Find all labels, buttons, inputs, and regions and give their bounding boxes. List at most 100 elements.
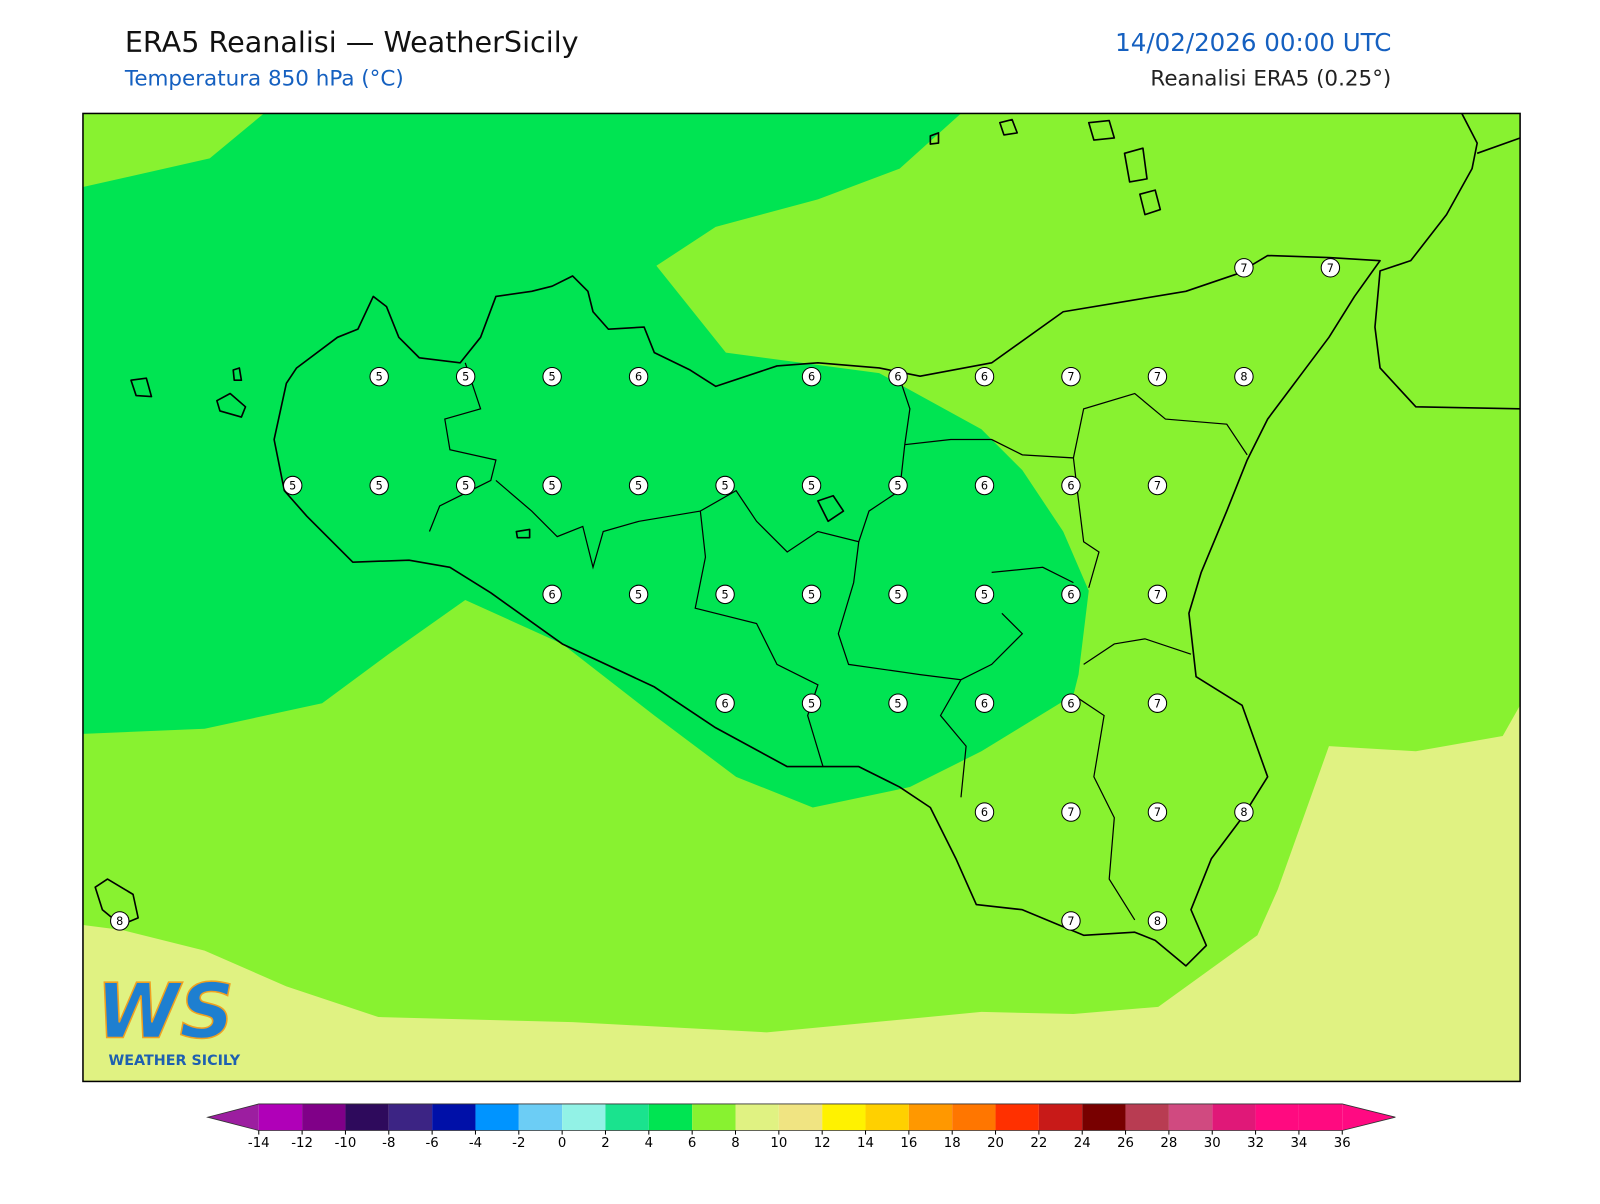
station-marker [369, 475, 389, 496]
station-value: 5 [549, 480, 556, 493]
station-value: 6 [808, 371, 815, 384]
station-marker [1061, 475, 1081, 496]
station-value: 8 [1154, 915, 1161, 928]
station-marker [1234, 258, 1254, 278]
station-marker [369, 366, 389, 387]
logo-caption: WEATHER SICILY [109, 1053, 241, 1069]
station-value: 5 [635, 588, 642, 601]
colorbar-under [207, 1103, 259, 1131]
station-marker [542, 366, 562, 387]
station-marker [974, 693, 995, 713]
logo: WS WEATHER SICILY [95, 967, 241, 1069]
station-value: 6 [721, 697, 728, 710]
colorbar-tick-label: 10 [770, 1136, 787, 1151]
station-value: 6 [981, 371, 988, 384]
colorbar-box [432, 1103, 476, 1131]
station-marker [110, 911, 130, 931]
station-marker [1061, 366, 1081, 387]
islands [94, 118, 1162, 926]
station-value: 5 [376, 480, 383, 493]
station-marker [1061, 584, 1081, 605]
colorbar-tick-label: 16 [900, 1136, 917, 1151]
station-value: 5 [549, 371, 556, 384]
station-marker [628, 584, 649, 605]
colorbar-tick-label: 12 [814, 1136, 831, 1151]
station-value: 5 [808, 697, 815, 710]
station-marker [888, 693, 908, 713]
station-value: 6 [981, 480, 988, 493]
colorbar-box [388, 1103, 433, 1131]
colorbar-box [605, 1103, 649, 1131]
colorbar-tick-label: 4 [645, 1136, 653, 1151]
colorbar-box [302, 1103, 346, 1131]
station-marker [801, 366, 822, 387]
colorbar-tick-label: -2 [512, 1136, 525, 1151]
station-marker [801, 584, 822, 605]
colorbar-box [1038, 1103, 1083, 1131]
station-marker [888, 366, 908, 387]
colorbar-box [952, 1103, 996, 1131]
station-value: 5 [981, 588, 988, 601]
colorbar-box [648, 1103, 693, 1131]
station-value: 5 [894, 480, 901, 493]
title: ERA5 Reanalisi — WeatherSicily [125, 25, 579, 59]
station-marker [1147, 366, 1168, 387]
station-value: 7 [1067, 806, 1074, 819]
station-value: 5 [721, 480, 728, 493]
station-value: 5 [808, 480, 815, 493]
source: Reanalisi ERA5 (0.25°) [1150, 67, 1391, 92]
station-marker [1061, 911, 1081, 931]
colorbar-tick-label: -4 [469, 1136, 482, 1151]
station-marker [1147, 584, 1168, 605]
station-marker [628, 366, 649, 387]
station-value: 8 [1240, 806, 1247, 819]
colorbar-box [345, 1103, 389, 1131]
station-value: 7 [1154, 806, 1161, 819]
station-value: 8 [116, 915, 123, 928]
colorbar-tick-label: -14 [248, 1136, 270, 1151]
station-value: 5 [808, 588, 815, 601]
colorbar-box [562, 1103, 606, 1131]
colorbar-tick-label: 32 [1247, 1136, 1264, 1151]
station-value: 8 [1240, 371, 1247, 384]
station-value: 7 [1067, 915, 1074, 928]
station-marker [888, 475, 908, 496]
station-value: 5 [635, 480, 642, 493]
station-marker [715, 584, 735, 605]
station-value: 7 [1240, 262, 1247, 275]
colorbar-box [475, 1103, 519, 1131]
colorbar-box [1298, 1103, 1343, 1131]
station-marker [455, 366, 476, 387]
station-value: 5 [462, 371, 469, 384]
station-marker [455, 475, 476, 496]
station-value: 7 [1154, 480, 1161, 493]
station-marker [628, 475, 649, 496]
station-marker [974, 584, 995, 605]
colorbar-tick-label: 14 [857, 1136, 874, 1151]
band-4-6 [82, 113, 1089, 808]
station-marker [1061, 802, 1081, 822]
colorbar-box [1255, 1103, 1299, 1131]
colorbar-tick-label: 20 [987, 1136, 1004, 1151]
station-value: 7 [1154, 588, 1161, 601]
station-marker [1234, 366, 1254, 387]
colorbar-box [1125, 1103, 1169, 1131]
colorbar-tick-label: 6 [688, 1136, 696, 1151]
station-value: 6 [1067, 588, 1074, 601]
station-marker [1147, 693, 1168, 713]
colorbar-tick-label: -6 [426, 1136, 439, 1151]
colorbar-box [692, 1103, 736, 1131]
station-marker [974, 802, 995, 822]
station-value: 7 [1327, 262, 1334, 275]
colorbar-box [778, 1103, 823, 1131]
colorbar: -14 -12 -10 -8 -6 -4 -2 0 2 4 6 8 10 12 14 16 18 20 22 24 26… [206, 1103, 1396, 1151]
band-8-10 [82, 705, 1521, 1082]
colorbar-tick-label: 2 [601, 1136, 609, 1151]
station-value: 6 [981, 806, 988, 819]
station-marker [974, 366, 995, 387]
colorbar-box [258, 1103, 303, 1131]
stations: 7 7 5 5 5 6 6 6 6 7 7 8 5 5 5 5 5 5 5 5 6 6 7 6 5 5 5 5 5 6 7 6 5 5 6 6 7 6 7 7… [110, 258, 1341, 931]
colorbar-tick-label: -12 [291, 1136, 313, 1151]
station-value: 5 [894, 697, 901, 710]
